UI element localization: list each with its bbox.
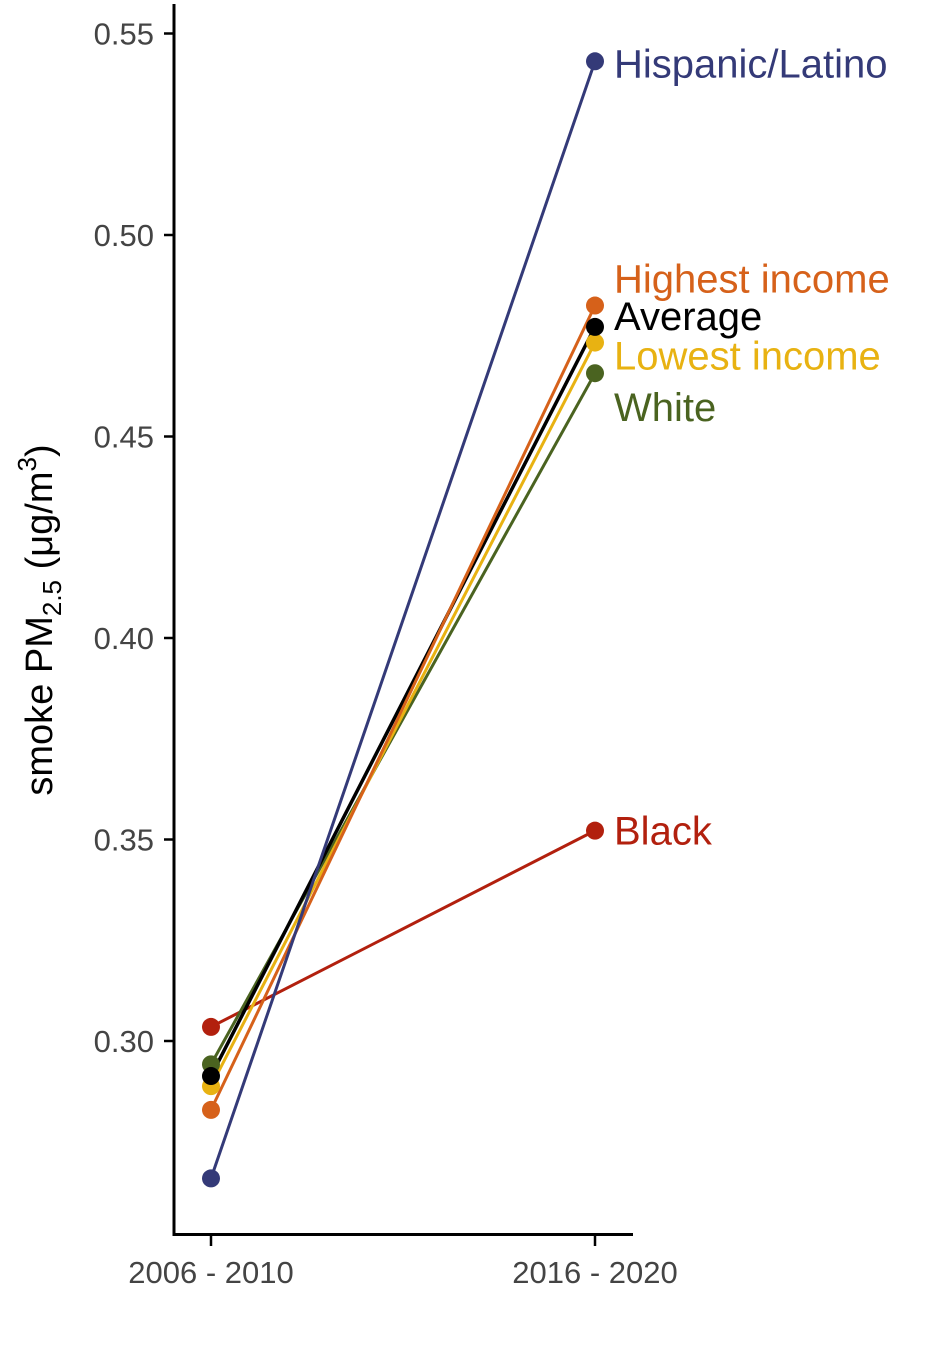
data-point-black bbox=[586, 821, 604, 840]
data-point-lowest-income bbox=[586, 333, 604, 352]
y-tick-label: 0.30 bbox=[94, 1024, 154, 1059]
series-line-lowest-income bbox=[209, 341, 597, 1087]
y-axis-title-unit-close: ) bbox=[19, 444, 61, 457]
data-point-hispanic-latino bbox=[202, 1169, 220, 1188]
series-points bbox=[202, 52, 604, 1188]
y-tick-label: 0.45 bbox=[94, 420, 154, 455]
data-point-average bbox=[202, 1067, 220, 1086]
series-label-average: Average bbox=[614, 295, 762, 339]
data-point-average bbox=[586, 317, 604, 336]
series-label-hispanic-latino: Hispanic/Latino bbox=[614, 42, 888, 86]
y-axis-title-main: smoke PM bbox=[19, 616, 61, 795]
y-tick-label: 0.55 bbox=[94, 17, 154, 52]
series-label-white: White bbox=[614, 386, 716, 430]
series-line-average bbox=[209, 326, 597, 1077]
y-tick-label: 0.35 bbox=[94, 823, 154, 858]
y-tick-label: 0.40 bbox=[94, 621, 154, 656]
series-line-highest-income bbox=[209, 304, 597, 1111]
series-line-hispanic-latino bbox=[209, 60, 597, 1179]
series-label-black: Black bbox=[614, 810, 713, 854]
axes bbox=[172, 4, 633, 1236]
y-ticks: 0.30 0.35 0.40 0.45 0.50 0.55 bbox=[94, 17, 174, 1059]
y-axis-title-subscript: 2.5 bbox=[37, 580, 67, 616]
x-ticks: 2006 - 2010 2016 - 2020 bbox=[128, 1236, 678, 1290]
data-point-highest-income bbox=[586, 296, 604, 315]
data-point-highest-income bbox=[202, 1100, 220, 1119]
data-point-white bbox=[586, 364, 604, 383]
series-lines bbox=[209, 60, 597, 1179]
y-tick-label: 0.50 bbox=[94, 218, 154, 253]
data-point-hispanic-latino bbox=[586, 52, 604, 71]
data-point-black bbox=[202, 1017, 220, 1036]
y-axis-title: smoke PM2.5 (μg/m3) bbox=[12, 444, 67, 795]
x-tick-label: 2006 - 2010 bbox=[128, 1255, 293, 1290]
y-axis-title-superscript: 3 bbox=[12, 457, 42, 471]
series-label-lowest-income: Lowest income bbox=[614, 335, 881, 379]
y-axis-title-unit: (μg/m bbox=[19, 472, 61, 580]
series-label-highest-income: Highest income bbox=[614, 258, 890, 302]
series-line-black bbox=[210, 829, 596, 1029]
x-tick-label: 2016 - 2020 bbox=[512, 1255, 677, 1290]
